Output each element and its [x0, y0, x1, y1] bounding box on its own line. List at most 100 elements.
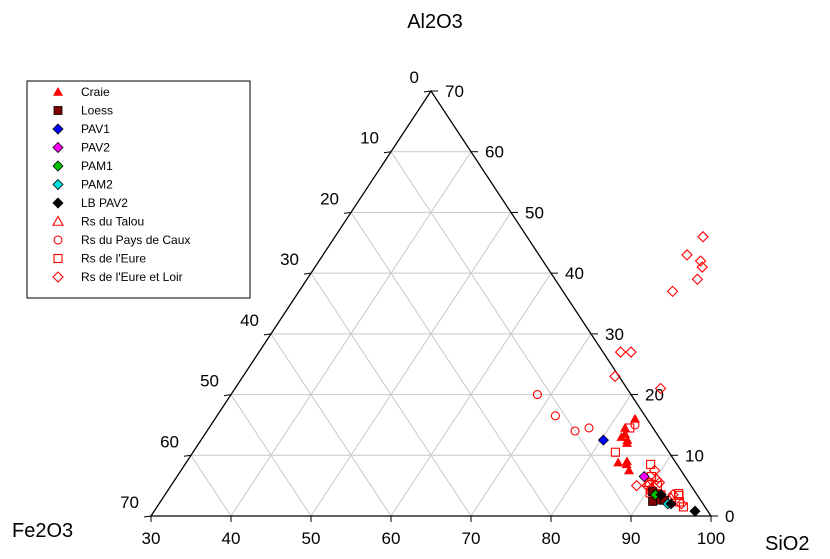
legend-label-lb-pav2: LB PAV2: [81, 196, 128, 210]
tick-label-al2o3: 40: [565, 264, 584, 283]
point-rs-de-l-eure: [674, 490, 684, 500]
point-rs-de-l-eure-et-loir: [614, 346, 627, 358]
grid-line-fe2o3: [310, 272, 472, 517]
tick-label-sio2: 50: [302, 529, 321, 548]
grid-lines: [190, 151, 672, 517]
point-rs-du-pays-de-caux: [550, 411, 560, 421]
grid-line-fe2o3: [190, 455, 232, 517]
point-pav2: [638, 470, 650, 483]
tick-label-fe2o3: 20: [320, 189, 339, 208]
legend-marker-pam2: [52, 178, 64, 191]
tick-label-al2o3: 10: [685, 446, 704, 465]
point-rs-de-l-eure-et-loir: [697, 230, 709, 243]
tick-mark-fe2o3: [143, 515, 152, 518]
legend-marker-rs-du-pays-de-caux: [53, 235, 63, 245]
point-rs-du-pays-de-caux: [584, 423, 594, 433]
tick-label-al2o3: 60: [485, 143, 504, 162]
legend-marker-pav2: [52, 141, 64, 154]
grid-line-sio2: [470, 333, 592, 517]
grid-line-sio2: [310, 212, 512, 517]
point-rs-de-l-eure-et-loir: [648, 464, 661, 477]
point-rs-de-l-eure-et-loir: [681, 249, 693, 261]
legend-marker-rs-de-l-eure-et-loir: [52, 271, 64, 283]
legend-label-pam2: PAM2: [81, 178, 113, 192]
tick-label-al2o3: 0: [725, 507, 734, 526]
legend-label-rs-du-talou: Rs du Talou: [81, 215, 144, 229]
grid-line-fe2o3: [350, 212, 552, 517]
grid-line-sio2: [550, 394, 632, 517]
legend-marker-craie: [53, 87, 63, 96]
tick-label-sio2: 80: [542, 529, 561, 548]
tick-label-al2o3: 20: [645, 386, 664, 405]
point-craie: [622, 438, 632, 447]
legend-marker-pam1: [52, 160, 64, 172]
point-rs-de-l-eure-et-loir: [630, 479, 643, 492]
tick-label-fe2o3: 30: [280, 250, 299, 269]
tick-mark-fe2o3: [343, 211, 352, 214]
tick-label-sio2: 60: [382, 529, 401, 548]
legend-marker-pav1: [52, 123, 64, 135]
tick-label-al2o3: 30: [605, 325, 624, 344]
grid-line-fe2o3: [270, 333, 392, 517]
tick-label-sio2: 30: [142, 529, 161, 548]
tick-label-fe2o3: 10: [360, 129, 379, 148]
legend-box: [26, 80, 251, 299]
point-lb-pav2: [689, 505, 701, 517]
tick-mark-fe2o3: [383, 151, 392, 154]
legend-marker-rs-de-l-eure: [53, 253, 63, 264]
point-rs-de-l-eure-et-loir: [653, 476, 666, 489]
tick-label-fe2o3: 70: [120, 493, 139, 512]
legend-label-loess: Loess: [81, 104, 113, 118]
legend-label-pam1: PAM1: [81, 159, 113, 173]
legend: Craie Loess PAV1 PAV2 PAM1 PAM2 LB PAV2 Rs du T…: [26, 80, 251, 299]
tick-label-sio2: 70: [462, 529, 481, 548]
point-pav1: [597, 434, 609, 446]
point-rs-de-l-eure-et-loir: [666, 285, 679, 298]
tick-mark-fe2o3: [223, 394, 232, 397]
legend-label-craie: Craie: [81, 85, 110, 99]
tick-label-fe2o3: 40: [240, 311, 259, 330]
point-rs-de-l-eure-et-loir: [667, 488, 679, 501]
tick-label-sio2: 100: [697, 529, 725, 548]
legend-label-pav2: PAV2: [81, 141, 110, 155]
tick-label-sio2: 40: [222, 529, 241, 548]
legend-marker-loess: [53, 106, 63, 115]
point-rs-de-l-eure-et-loir: [691, 273, 704, 285]
legend-label-rs-de-l-eure: Rs de l'Eure: [81, 252, 146, 266]
data-points: [532, 230, 709, 517]
point-rs-de-l-eure-et-loir: [654, 382, 667, 395]
point-craie: [613, 457, 624, 467]
point-rs-du-pays-de-caux: [532, 390, 542, 400]
point-rs-de-l-eure-et-loir: [694, 255, 707, 267]
point-rs-de-l-eure: [646, 459, 656, 469]
point-craie: [616, 432, 627, 441]
tick-labels: 30 40 50 60 70 80 90 10001020304050607001020304…: [120, 68, 734, 548]
point-lb-pav2: [655, 489, 667, 501]
legend-label-rs-du-pays-de-caux: Rs du Pays de Caux: [81, 233, 190, 247]
point-rs-de-l-eure-et-loir: [696, 261, 708, 273]
tick-label-al2o3: 70: [445, 82, 464, 101]
point-rs-du-pays-de-caux: [570, 426, 580, 436]
point-rs-du-talou: [643, 476, 655, 487]
triangle-frame: [149, 89, 713, 517]
point-craie: [630, 413, 640, 423]
tick-label-sio2: 90: [622, 529, 641, 548]
tick-mark-fe2o3: [423, 90, 432, 93]
grid-line-fe2o3: [230, 394, 312, 517]
point-craie: [620, 422, 630, 432]
grid-line-sio2: [630, 455, 672, 517]
tick-label-fe2o3: 0: [410, 68, 419, 87]
point-rs-de-l-eure: [610, 447, 620, 457]
legend-label-rs-de-l-eure-et-loir: Rs de l'Eure et Loir: [81, 270, 183, 284]
tick-label-al2o3: 50: [525, 203, 544, 222]
tick-mark-fe2o3: [303, 272, 312, 275]
axis-title-left: Fe2O3: [12, 520, 73, 542]
tick-marks: [143, 90, 718, 522]
axis-title-top: Al2O3: [407, 11, 463, 33]
tick-mark-fe2o3: [263, 333, 272, 336]
point-rs-de-l-eure-et-loir: [625, 346, 637, 358]
legend-marker-rs-du-talou: [52, 215, 64, 226]
tick-mark-fe2o3: [183, 454, 192, 457]
grid-line-sio2: [390, 272, 552, 517]
